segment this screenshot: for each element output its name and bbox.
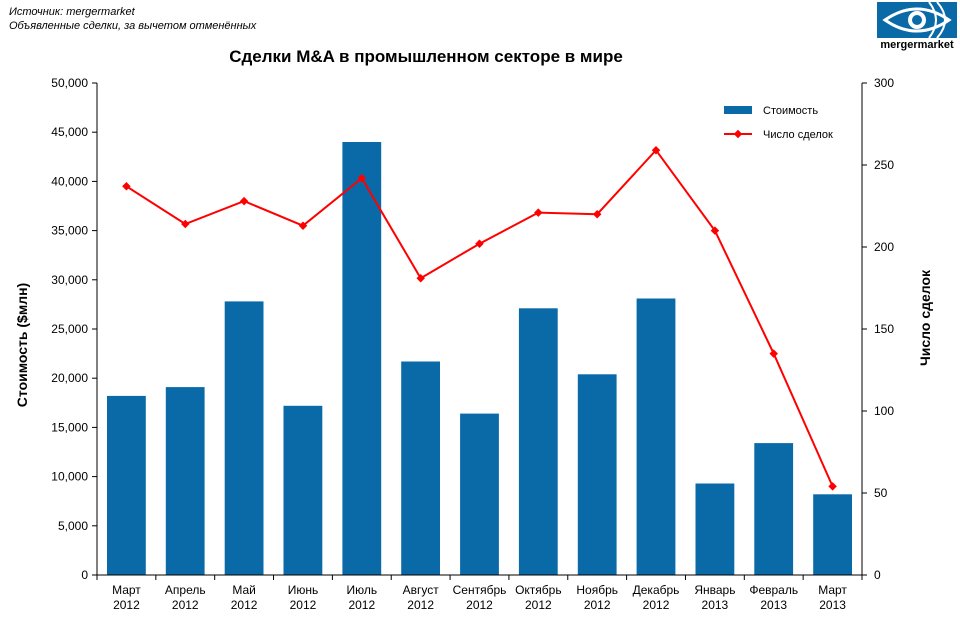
- left-tick-label: 45,000: [51, 125, 88, 139]
- x-tick-label-month: Январь: [694, 583, 735, 597]
- bars-layer: [107, 142, 852, 575]
- deals-note-line: Объявленные сделки, за вычетом отменённы…: [9, 20, 257, 32]
- bar: [342, 142, 382, 575]
- bar: [224, 301, 264, 575]
- bar: [636, 298, 676, 575]
- left-tick-label: 10,000: [51, 470, 88, 484]
- x-tick-label-year: 2012: [407, 598, 434, 612]
- source-line: Источник: mergermarket: [9, 6, 135, 18]
- bar: [813, 494, 852, 575]
- x-tick-label-month: Июль: [346, 583, 377, 597]
- x-tick-label-year: 2012: [525, 598, 552, 612]
- mergermarket-logo: mergermarket: [877, 1, 957, 52]
- right-tick-label: 50: [874, 486, 888, 500]
- x-tick-label-month: Ноябрь: [576, 583, 618, 597]
- x-tick-label-year: 2012: [231, 598, 258, 612]
- right-tick-label: 250: [874, 158, 894, 172]
- deals-count-point: [534, 208, 543, 217]
- x-tick-label-year: 2013: [819, 598, 846, 612]
- left-tick-label: 0: [81, 568, 88, 582]
- legend-label-deals: Число сделок: [763, 129, 833, 141]
- bar: [401, 361, 440, 575]
- x-tick-label-year: 2012: [643, 598, 670, 612]
- deals-count-point: [416, 273, 425, 283]
- x-tick-label-year: 2012: [172, 598, 199, 612]
- x-tick-label-month: Март: [818, 583, 847, 597]
- x-tick-label-month: Сентябрь: [453, 583, 507, 597]
- source-note: Источник: mergermarket Объявленные сделк…: [9, 5, 256, 33]
- x-tick-label-year: 2012: [466, 598, 493, 612]
- bar: [460, 413, 499, 575]
- x-tick-label-month: Апрель: [165, 583, 206, 597]
- bar: [754, 443, 794, 575]
- deals-count-point: [122, 182, 131, 191]
- right-tick-label: 150: [874, 322, 894, 336]
- deals-count-point: [181, 219, 190, 229]
- left-tick-label: 30,000: [51, 273, 88, 287]
- left-tick-label: 25,000: [51, 322, 88, 336]
- x-tick-label-month: Февраль: [749, 583, 798, 597]
- x-tick-label-year: 2012: [113, 598, 140, 612]
- deals-count-point: [239, 196, 249, 206]
- x-tick-label-month: Октябрь: [515, 583, 562, 597]
- deals-count-point: [298, 221, 308, 230]
- x-tick-label-month: Декабрь: [633, 583, 680, 597]
- right-tick-label: 0: [874, 568, 881, 582]
- legend-label-value: Стоимость: [763, 105, 818, 117]
- bar: [695, 483, 735, 575]
- bar: [283, 405, 323, 575]
- left-tick-label: 50,000: [51, 76, 88, 90]
- left-tick-label: 20,000: [51, 371, 88, 385]
- deals-count-point: [357, 173, 367, 183]
- deals-count-point: [769, 349, 778, 358]
- right-tick-label: 200: [874, 240, 894, 254]
- left-tick-label: 15,000: [51, 420, 88, 434]
- left-tick-label: 35,000: [51, 224, 88, 238]
- x-tick-label-month: Август: [403, 583, 440, 597]
- left-axis-title: Стоимость ($млн): [14, 283, 30, 407]
- right-axis-title: Число сделок: [917, 269, 933, 366]
- x-tick-label-year: 2012: [348, 598, 375, 612]
- axes-layer: 0 5,000 10,000 15,000 20,000 25,000 30,000 35,0…: [51, 76, 894, 612]
- x-tick-label-year: 2012: [584, 598, 611, 612]
- bar: [518, 308, 558, 575]
- right-tick-label: 100: [874, 404, 894, 418]
- legend: Стоимость Число сделок: [724, 105, 833, 141]
- legend-swatch-deals-marker: [733, 129, 743, 139]
- left-tick-label: 5,000: [58, 519, 88, 533]
- x-tick-label-month: Март: [112, 583, 141, 597]
- left-tick-label: 40,000: [51, 174, 88, 188]
- eye-logo-icon: [877, 1, 957, 39]
- legend-swatch-value: [724, 106, 752, 114]
- x-tick-label-year: 2013: [702, 598, 729, 612]
- bar: [107, 395, 146, 575]
- deals-count-point: [828, 482, 837, 491]
- bar: [165, 387, 205, 575]
- right-tick-label: 300: [874, 76, 894, 90]
- x-tick-label-year: 2013: [760, 598, 787, 612]
- bar: [577, 374, 617, 575]
- deals-count-point: [475, 239, 484, 248]
- logo-text: mergermarket: [880, 39, 954, 51]
- x-tick-label-month: Июнь: [288, 583, 319, 597]
- x-tick-label-year: 2012: [290, 598, 317, 612]
- chart-title: Сделки M&A в промышленном секторе в мире: [229, 47, 623, 66]
- x-tick-label-month: Май: [232, 583, 256, 597]
